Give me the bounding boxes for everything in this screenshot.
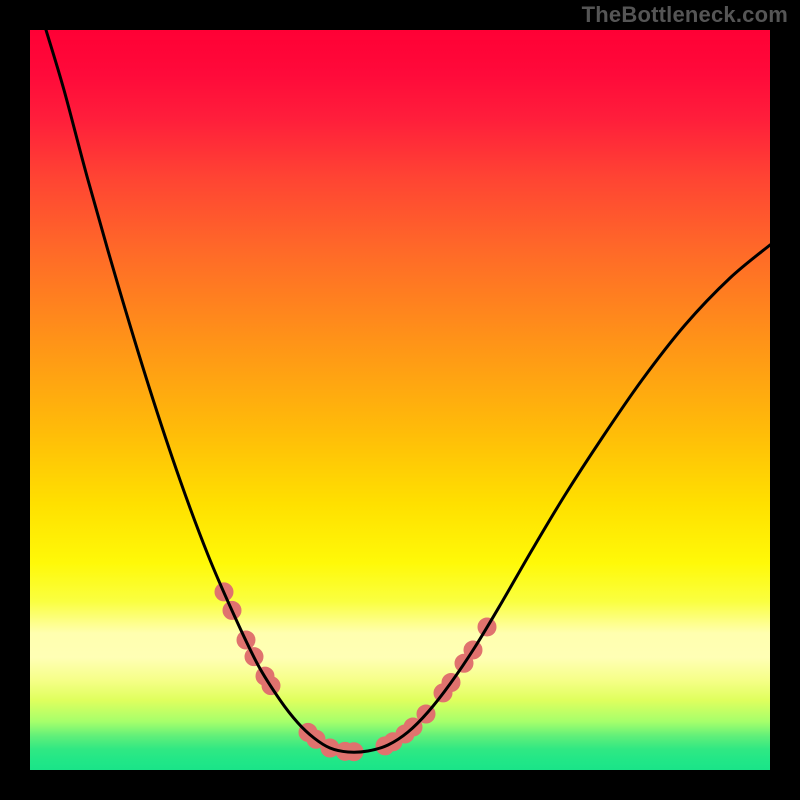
chart-root: TheBottleneck.com xyxy=(0,0,800,800)
gradient-background xyxy=(30,30,770,770)
chart-svg xyxy=(30,30,770,770)
watermark-text: TheBottleneck.com xyxy=(582,2,788,28)
plot-area xyxy=(30,30,770,770)
